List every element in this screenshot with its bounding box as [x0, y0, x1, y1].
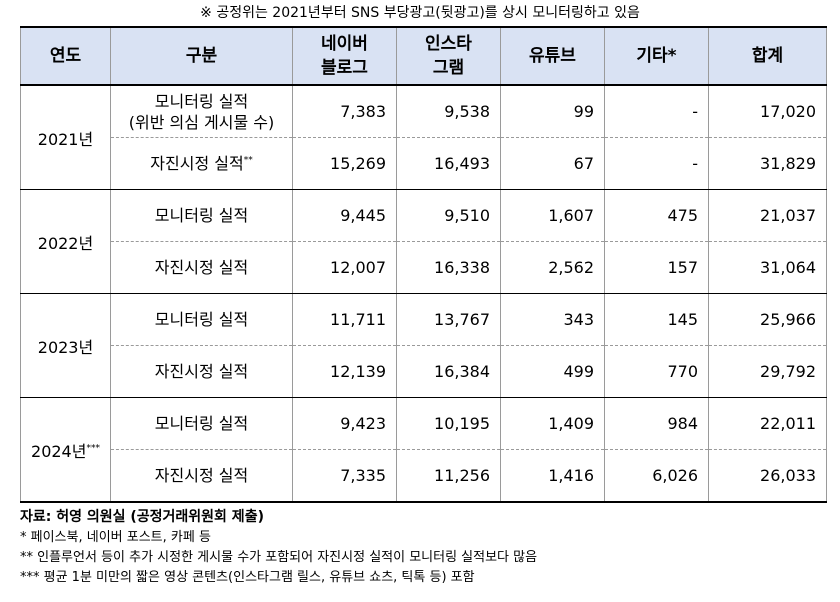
cell-other: - [604, 85, 709, 138]
header-naver-line1: 네이버 [321, 34, 368, 54]
category-label: 자진시정 실적 [154, 466, 249, 485]
category-monitoring: 모니터링 실적 (위반 의심 게시물 수) [110, 85, 293, 138]
category-voluntary: 자진시정 실적 [110, 449, 293, 503]
header-insta-line1: 인스타 [425, 34, 472, 54]
category-voluntary: 자진시정 실적 [110, 241, 293, 294]
category-footnote-mark: ** [243, 155, 253, 166]
category-sublabel: (위반 의심 게시물 수) [128, 112, 275, 132]
cell-total: 26,033 [708, 449, 827, 503]
source-note: 자료: 허영 의원실 (공정거래위원회 제출) [20, 509, 264, 525]
cell-insta: 11,256 [396, 449, 501, 503]
cell-naver: 15,269 [292, 137, 397, 190]
category-monitoring: 모니터링 실적 [110, 397, 293, 450]
top-note: ※ 공정위는 2021년부터 SNS 부당광고(뒷광고)를 상시 모니터링하고 … [200, 5, 640, 21]
cell-other: - [604, 137, 709, 190]
cell-naver: 7,383 [292, 85, 397, 138]
cell-total: 17,020 [708, 85, 827, 138]
cell-other: 6,026 [604, 449, 709, 503]
category-label: 모니터링 실적 [154, 91, 249, 111]
category-label: 자진시정 실적 [150, 154, 244, 173]
cell-insta: 16,338 [396, 241, 501, 294]
cell-youtube: 1,416 [500, 449, 605, 503]
cell-total: 31,064 [708, 241, 827, 294]
cell-youtube: 67 [500, 137, 605, 190]
cell-other: 145 [604, 293, 709, 346]
table-row: 2021년 모니터링 실적 (위반 의심 게시물 수) 7,383 9,538 99-17… [20, 85, 827, 190]
cell-naver: 12,007 [292, 241, 397, 294]
header-category: 구분 [110, 26, 293, 86]
header-youtube: 유튜브 [500, 26, 605, 86]
cell-total: 22,011 [708, 397, 827, 450]
table-row: 2024년*** 모니터링 실적 9,423 10,195 1,409 984 22,011 [20, 397, 827, 503]
category-label: 모니터링 실적 [154, 310, 249, 329]
year-cell: 2023년 [20, 293, 111, 398]
year-label: 2022년 [37, 233, 94, 253]
cell-youtube: 1,607 [500, 189, 605, 242]
year-cell: 2022년 [20, 189, 111, 294]
year-label: 2021년 [37, 129, 94, 149]
cell-insta: 16,493 [396, 137, 501, 190]
cell-other: 984 [604, 397, 709, 450]
ad-monitoring-table: 연도 구분 네이버 블로그 인스타 그램 유튜브 기타* 합계 2021년 모니터링 … [20, 26, 827, 503]
year-cell: 2024년*** [20, 397, 111, 503]
year-label: 2023년 [37, 337, 94, 357]
category-voluntary: 자진시정 실적 [110, 345, 293, 398]
year-footnote-mark: *** [86, 443, 100, 454]
cell-total: 31,829 [708, 137, 827, 190]
cell-naver: 9,423 [292, 397, 397, 450]
cell-other: 770 [604, 345, 709, 398]
year-cell: 2021년 [20, 85, 111, 190]
footnote-3: *** 평균 1분 미만의 짧은 영상 콘텐츠(인스타그램 릴스, 유튜브 쇼츠… [20, 570, 475, 585]
header-total: 합계 [708, 26, 827, 86]
table-row: 자진시정 실적** 15,269 16,493 67-31,829 [21, 137, 827, 190]
cell-naver: 9,445 [292, 189, 397, 242]
cell-insta: 13,767 [396, 293, 501, 346]
cell-other: 157 [604, 241, 709, 294]
category-label: 모니터링 실적 [154, 414, 249, 433]
category-monitoring: 모니터링 실적 [110, 189, 293, 242]
category-monitoring: 모니터링 실적 [110, 293, 293, 346]
cell-other: 475 [604, 189, 709, 242]
cell-total: 29,792 [708, 345, 827, 398]
category-label: 모니터링 실적 [154, 206, 249, 225]
cell-youtube: 1,409 [500, 397, 605, 450]
cell-insta: 9,510 [396, 189, 501, 242]
header-insta-line2: 그램 [432, 58, 465, 78]
cell-naver: 11,711 [292, 293, 397, 346]
footnote-2: ** 인플루언서 등이 추가 시정한 게시물 수가 포함되어 자진시정 실적이 … [20, 550, 538, 565]
category-label: 자진시정 실적 [154, 258, 249, 277]
cell-insta: 10,195 [396, 397, 501, 450]
category-voluntary: 자진시정 실적** [110, 137, 293, 190]
header-year: 연도 [20, 26, 111, 86]
header-naver-line2: 블로그 [321, 58, 368, 78]
cell-youtube: 99 [500, 85, 605, 138]
table-row: 2023년 모니터링 실적 11,711 13,767 343 145 25,966 [20, 293, 827, 398]
header-other: 기타* [604, 26, 709, 86]
cell-youtube: 2,562 [500, 241, 605, 294]
table-row: 자진시정 실적 12,139 16,384 499 770 29,792 [21, 345, 827, 398]
category-label: 자진시정 실적 [154, 362, 249, 381]
cell-total: 21,037 [708, 189, 827, 242]
cell-insta: 16,384 [396, 345, 501, 398]
cell-insta: 9,538 [396, 85, 501, 138]
footnote-1: * 페이스북, 네이버 포스트, 카페 등 [20, 530, 211, 545]
cell-total: 25,966 [708, 293, 827, 346]
cell-youtube: 343 [500, 293, 605, 346]
cell-naver: 12,139 [292, 345, 397, 398]
table-row: 자진시정 실적 12,007 16,338 2,562 157 31,064 [21, 241, 827, 294]
table-row: 자진시정 실적 7,335 11,256 1,416 6,026 26,033 [21, 449, 827, 503]
cell-naver: 7,335 [292, 449, 397, 503]
cell-youtube: 499 [500, 345, 605, 398]
year-label: 2024년 [31, 441, 87, 461]
table-row: 2022년 모니터링 실적 9,445 9,510 1,607 475 21,037 [20, 189, 827, 294]
